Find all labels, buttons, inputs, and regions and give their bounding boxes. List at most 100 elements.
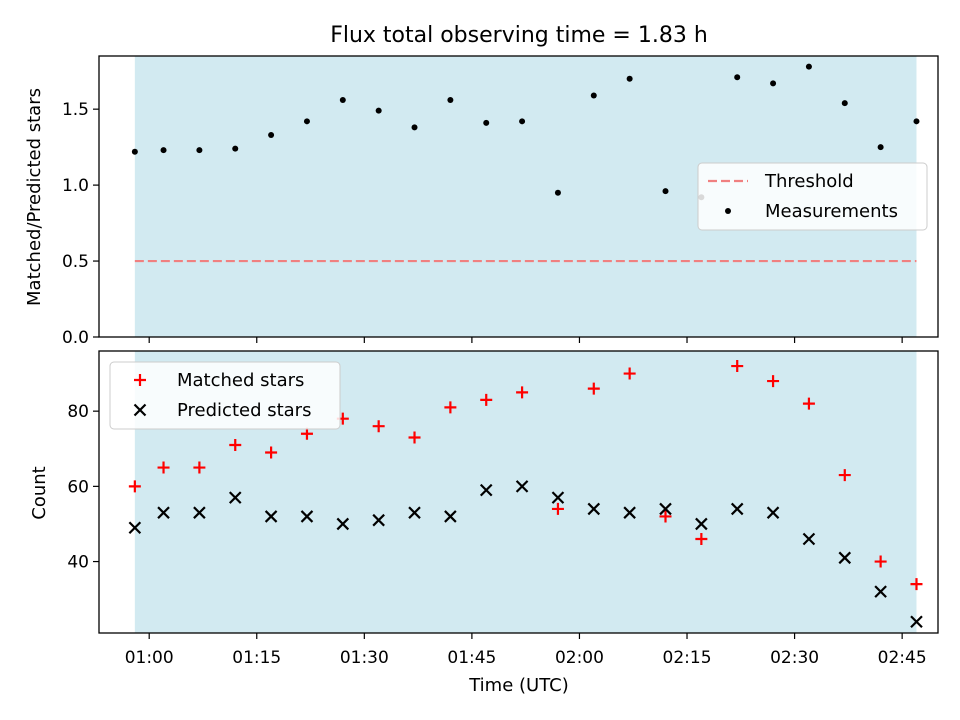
legend-box: [109, 361, 341, 430]
series-measurements: [131, 63, 920, 201]
data-point: [265, 446, 278, 459]
data-point: [802, 532, 816, 546]
x-tick-label: 02:15: [663, 648, 712, 668]
data-point: [659, 510, 672, 523]
data-point: [444, 401, 457, 414]
data-point: [730, 502, 744, 516]
data-point: [913, 118, 920, 125]
data-point: [336, 517, 350, 531]
data-point: [874, 585, 887, 598]
data-point: [767, 375, 780, 388]
x-tick-label: 01:45: [447, 648, 496, 668]
data-point: [128, 480, 141, 493]
data-point: [268, 131, 275, 138]
data-point: [300, 427, 313, 440]
data-point: [623, 506, 636, 519]
data-point: [695, 517, 708, 531]
data-point: [590, 92, 597, 99]
data-point: [128, 521, 142, 534]
y-tick-label: 0.5: [62, 252, 89, 272]
legend-label: Matched stars: [177, 370, 304, 391]
data-point: [264, 510, 278, 523]
data-point: [157, 461, 170, 474]
panel-ratio: 0.0 0.5 1.0 1.5 Threshold Measurements: [62, 55, 939, 348]
data-point: [411, 124, 418, 131]
data-point: [372, 513, 385, 527]
data-point: [193, 461, 206, 474]
series-matched-stars: [128, 360, 923, 591]
data-point: [303, 118, 310, 125]
data-point: [626, 75, 633, 82]
data-point: [483, 119, 490, 126]
legend-marker: [134, 374, 146, 386]
data-point: [695, 533, 708, 545]
data-point: [659, 502, 672, 516]
legend-box: [697, 162, 928, 231]
data-point: [587, 382, 600, 395]
data-point: [587, 502, 601, 516]
data-point: [160, 147, 167, 154]
data-point: [229, 439, 242, 451]
data-point: [232, 145, 239, 152]
legend: Threshold Measurements: [697, 162, 928, 231]
top-y-axis-label: Matched/Predicted stars: [24, 88, 45, 306]
data-point: [838, 551, 852, 565]
chart-title: Flux total observing time = 1.83 h: [330, 23, 708, 48]
y-tick-label: 1.5: [62, 100, 89, 120]
x-tick-label: 02:45: [878, 648, 927, 668]
x-tick-label: 01:00: [125, 648, 174, 668]
data-point: [877, 144, 884, 151]
y-tick-label: 80: [67, 402, 89, 422]
legend-label: Measurements: [765, 201, 898, 222]
y-tick-label: 40: [67, 553, 89, 573]
panel-count: 40 60 80 01:00 01:15 01:30 01:45 02:00 02:15 02:3…: [67, 350, 939, 668]
bottom-y-axis-label: Count: [29, 466, 50, 519]
data-point: [228, 491, 242, 504]
series-predicted-stars: [128, 480, 923, 628]
data-point: [444, 510, 457, 523]
data-point: [519, 118, 526, 125]
data-point: [734, 74, 741, 81]
data-point: [662, 188, 669, 195]
data-point: [157, 506, 170, 519]
data-point: [802, 397, 815, 410]
data-point: [910, 578, 923, 591]
x-tick-label: 02:00: [555, 648, 604, 668]
data-point: [447, 97, 454, 104]
y-tick-label: 1.0: [62, 176, 89, 196]
legend-label: Threshold: [764, 171, 854, 192]
data-point: [910, 615, 923, 628]
data-point: [623, 367, 636, 380]
data-point: [838, 469, 851, 482]
data-point: [766, 506, 780, 519]
data-point: [770, 80, 777, 87]
x-axis-label: Time (UTC): [468, 675, 569, 696]
data-point: [408, 506, 421, 519]
x-tick-label: 01:15: [232, 648, 281, 668]
data-point: [131, 148, 138, 155]
y-tick-label: 60: [67, 477, 89, 497]
data-point: [554, 189, 561, 196]
data-point: [515, 480, 529, 493]
y-tick-label: 0.0: [62, 328, 89, 348]
data-point: [339, 97, 346, 104]
legend: Matched stars Predicted stars: [109, 361, 341, 430]
data-point: [551, 491, 565, 504]
plot-frame: [98, 55, 939, 338]
legend-label: Predicted stars: [177, 400, 311, 421]
data-point: [196, 147, 203, 154]
data-point: [479, 483, 493, 497]
data-point: [516, 386, 529, 399]
data-point: [841, 100, 848, 107]
plot-frame: [98, 350, 939, 634]
legend-marker: [725, 208, 731, 214]
data-point: [372, 420, 385, 433]
legend-marker: [133, 403, 147, 417]
data-point: [731, 360, 744, 373]
x-tick-label: 02:30: [770, 648, 819, 668]
data-point: [408, 431, 421, 444]
data-point: [480, 393, 493, 406]
data-point: [551, 502, 564, 515]
data-point: [193, 506, 206, 519]
